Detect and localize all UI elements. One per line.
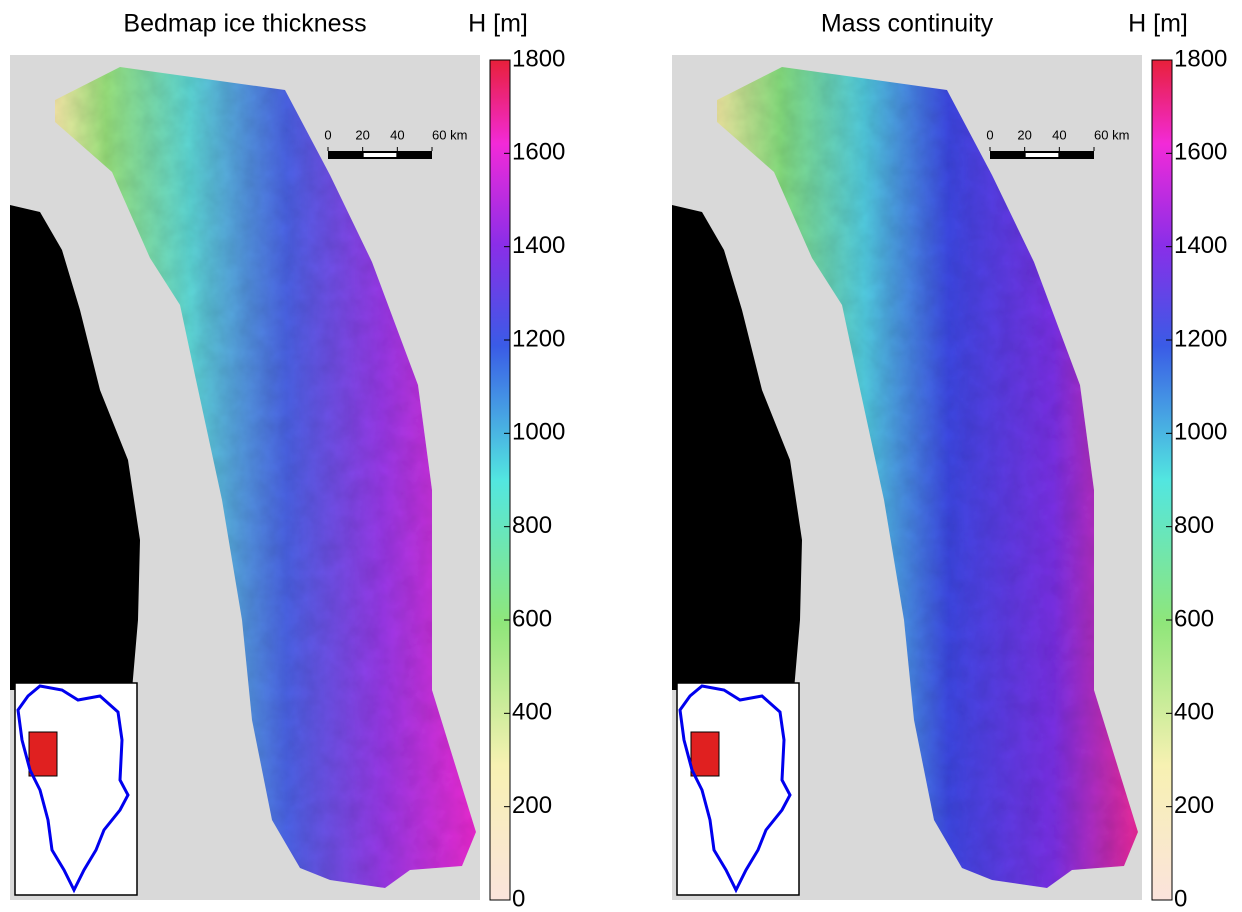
colorbar-tick-label: 1000: [512, 419, 565, 446]
inset-region: [29, 732, 57, 776]
colorbar-label: H [m]: [1128, 10, 1188, 38]
scale-bar-label: 40: [1052, 127, 1066, 142]
colorbar-tick-label: 400: [1174, 699, 1214, 726]
panel: Mass continuity H [m] 0 20 40 60 km 0 200 400 6…: [672, 10, 1227, 912]
scale-bar-label: 20: [355, 127, 369, 142]
scale-bar-label: 60 km: [1094, 127, 1129, 142]
colorbar: [490, 60, 510, 900]
colorbar-tick-label: 1000: [1174, 419, 1227, 446]
colorbar-tick-label: 800: [1174, 512, 1214, 539]
figure: Bedmap ice thickness H [m] 0 20 40 60 km 0 20…: [0, 0, 1242, 912]
scale-bar-label: 60 km: [432, 127, 467, 142]
scale-bar-segment: [364, 153, 397, 157]
scale-bar-label: 40: [390, 127, 404, 142]
colorbar-tick-label: 200: [1174, 792, 1214, 819]
inset-region: [691, 732, 719, 776]
colorbar: [1152, 60, 1172, 900]
colorbar-tick-label: 1200: [1174, 325, 1227, 352]
colorbar-label: H [m]: [468, 10, 528, 38]
panel-title: Mass continuity: [821, 10, 994, 38]
colorbar-tick-label: 800: [512, 512, 552, 539]
colorbar-tick-label: 1400: [512, 232, 565, 259]
colorbar-tick-label: 1400: [1174, 232, 1227, 259]
scale-bar-label: 0: [324, 127, 331, 142]
colorbar-tick-label: 200: [512, 792, 552, 819]
colorbar-tick-label: 0: [512, 885, 525, 912]
panel-title: Bedmap ice thickness: [123, 10, 366, 38]
scale-bar-segment: [1026, 153, 1059, 157]
colorbar-tick-label: 1200: [512, 325, 565, 352]
colorbar-tick-label: 1800: [1174, 45, 1227, 72]
colorbar-tick-label: 600: [512, 605, 552, 632]
colorbar-tick-label: 600: [1174, 605, 1214, 632]
colorbar-tick-label: 400: [512, 699, 552, 726]
colorbar-tick-label: 1600: [512, 139, 565, 166]
scale-bar-label: 20: [1017, 127, 1031, 142]
scale-bar-label: 0: [986, 127, 993, 142]
colorbar-tick-label: 1800: [512, 45, 565, 72]
colorbar-tick-label: 1600: [1174, 139, 1227, 166]
panel: Bedmap ice thickness H [m] 0 20 40 60 km 0 20…: [10, 10, 565, 912]
colorbar-tick-label: 0: [1174, 885, 1187, 912]
